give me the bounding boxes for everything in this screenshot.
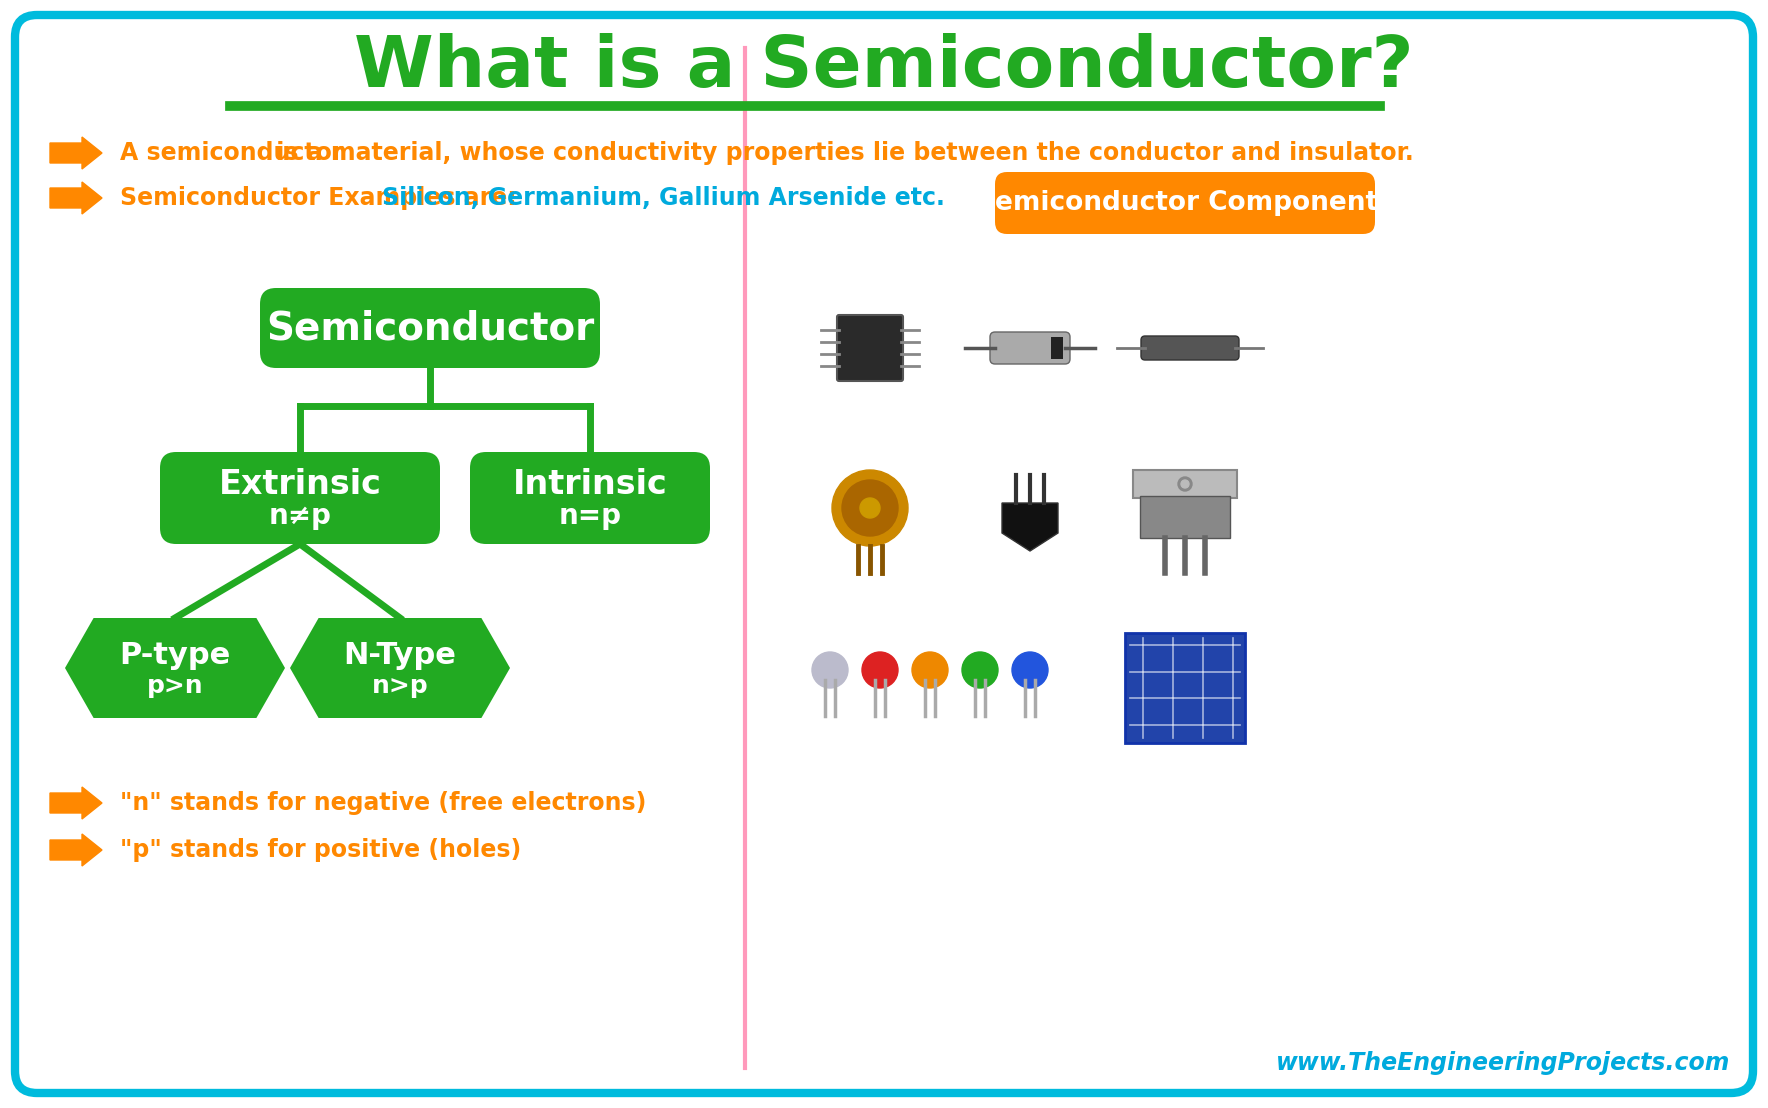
Circle shape (1177, 478, 1192, 491)
Text: Semiconductor Components: Semiconductor Components (976, 189, 1393, 216)
FancyBboxPatch shape (470, 452, 711, 544)
FancyBboxPatch shape (870, 668, 889, 680)
Circle shape (859, 497, 880, 519)
FancyBboxPatch shape (971, 668, 990, 680)
Text: "p" stands for positive (holes): "p" stands for positive (holes) (120, 838, 522, 862)
Text: p>n: p>n (147, 674, 203, 698)
FancyBboxPatch shape (919, 668, 941, 680)
FancyBboxPatch shape (1020, 668, 1040, 680)
FancyBboxPatch shape (260, 288, 599, 368)
Circle shape (833, 470, 909, 546)
Text: Silicon, Germanium, Gallium Arsenide etc.: Silicon, Germanium, Gallium Arsenide etc… (382, 186, 944, 211)
Text: Semiconductor: Semiconductor (265, 309, 594, 347)
Text: n>p: n>p (371, 674, 428, 698)
FancyBboxPatch shape (1133, 470, 1238, 497)
FancyBboxPatch shape (990, 332, 1070, 365)
FancyBboxPatch shape (836, 315, 903, 381)
Circle shape (812, 652, 849, 688)
Text: N-Type: N-Type (343, 642, 456, 670)
FancyArrow shape (50, 787, 103, 819)
Polygon shape (290, 618, 509, 718)
FancyBboxPatch shape (14, 16, 1754, 1092)
FancyArrow shape (50, 137, 103, 170)
Circle shape (962, 652, 997, 688)
Text: A semiconductor: A semiconductor (120, 141, 343, 165)
Polygon shape (65, 618, 285, 718)
FancyBboxPatch shape (1050, 337, 1063, 359)
FancyArrow shape (50, 834, 103, 866)
FancyBboxPatch shape (1140, 336, 1239, 360)
Circle shape (1011, 652, 1048, 688)
Text: Semiconductor Examples are:: Semiconductor Examples are: (120, 186, 525, 211)
Circle shape (912, 652, 948, 688)
Circle shape (842, 480, 898, 536)
Circle shape (1181, 480, 1190, 488)
FancyBboxPatch shape (159, 452, 440, 544)
Text: Intrinsic: Intrinsic (513, 468, 667, 501)
Text: "n" stands for negative (free electrons): "n" stands for negative (free electrons) (120, 791, 647, 815)
Text: www.TheEngineeringProjects.com: www.TheEngineeringProjects.com (1276, 1051, 1731, 1075)
FancyBboxPatch shape (820, 668, 840, 680)
FancyBboxPatch shape (995, 172, 1376, 234)
Text: What is a Semiconductor?: What is a Semiconductor? (354, 33, 1414, 103)
FancyBboxPatch shape (1124, 633, 1245, 743)
FancyArrow shape (50, 182, 103, 214)
Text: P-type: P-type (120, 642, 230, 670)
Text: n=p: n=p (559, 502, 622, 530)
Text: n≠p: n≠p (269, 502, 331, 530)
FancyBboxPatch shape (1140, 496, 1231, 538)
Text: Extrinsic: Extrinsic (219, 468, 382, 501)
Text: is a material, whose conductivity properties lie between the conductor and insul: is a material, whose conductivity proper… (269, 141, 1414, 165)
Polygon shape (1002, 503, 1057, 551)
Circle shape (863, 652, 898, 688)
